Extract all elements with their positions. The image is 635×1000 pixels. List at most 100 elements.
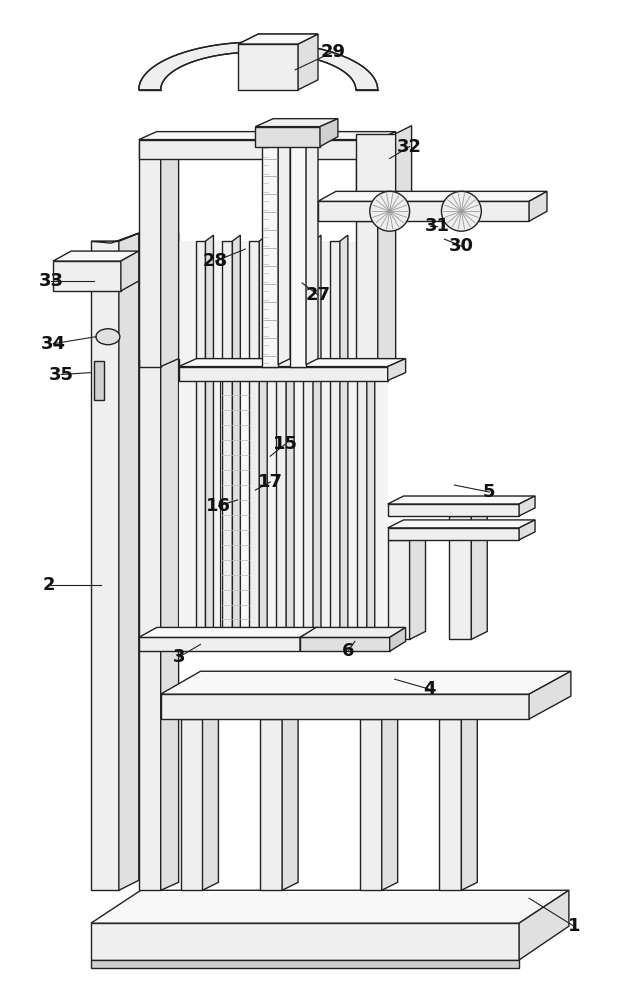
Polygon shape [439,719,462,890]
Text: 32: 32 [397,138,422,156]
Polygon shape [318,191,547,201]
Polygon shape [410,532,425,639]
Polygon shape [286,235,294,635]
Ellipse shape [96,329,120,345]
Polygon shape [313,235,321,635]
Circle shape [370,191,410,231]
Polygon shape [180,719,203,890]
Polygon shape [139,241,161,890]
Polygon shape [320,119,338,147]
Polygon shape [306,134,318,365]
Polygon shape [161,694,529,719]
Polygon shape [298,34,318,90]
Polygon shape [378,132,396,159]
Polygon shape [388,496,535,504]
Polygon shape [121,251,139,291]
Polygon shape [196,241,206,637]
Polygon shape [471,508,487,639]
Polygon shape [340,235,348,635]
Polygon shape [529,671,571,719]
Polygon shape [255,127,320,147]
Text: 31: 31 [425,217,450,235]
Polygon shape [300,627,406,637]
Polygon shape [91,233,139,243]
Polygon shape [356,134,396,221]
Polygon shape [262,140,278,367]
Text: 15: 15 [272,435,298,453]
Text: 16: 16 [206,497,231,515]
Polygon shape [260,719,282,890]
Polygon shape [139,42,378,90]
Polygon shape [388,504,519,516]
Text: 33: 33 [39,272,64,290]
Text: 17: 17 [258,473,283,491]
Polygon shape [250,241,259,637]
Polygon shape [378,134,396,367]
Polygon shape [238,34,318,44]
Polygon shape [238,44,298,90]
Text: 29: 29 [321,43,345,61]
Polygon shape [318,201,529,221]
Polygon shape [220,381,250,629]
Polygon shape [161,233,178,890]
Polygon shape [382,711,398,890]
Polygon shape [303,241,313,637]
Text: 4: 4 [424,680,436,698]
Polygon shape [300,627,318,651]
Polygon shape [367,235,375,635]
Text: 30: 30 [449,237,474,255]
Text: 27: 27 [305,286,330,304]
Polygon shape [360,719,382,890]
Circle shape [441,191,481,231]
Polygon shape [91,923,519,960]
Polygon shape [450,516,471,639]
Polygon shape [388,520,535,528]
Polygon shape [161,134,178,367]
Polygon shape [53,251,139,261]
Polygon shape [356,142,378,367]
Polygon shape [178,359,406,367]
Text: 5: 5 [483,483,495,501]
Polygon shape [519,520,535,540]
Polygon shape [139,627,318,637]
Polygon shape [300,637,390,651]
Polygon shape [94,361,104,400]
Polygon shape [139,637,300,651]
Polygon shape [91,960,519,968]
Text: 3: 3 [172,648,185,666]
Polygon shape [388,540,410,639]
Text: 34: 34 [41,335,65,353]
Polygon shape [388,528,519,540]
Polygon shape [119,233,139,890]
Polygon shape [278,134,290,365]
Polygon shape [255,119,338,127]
Text: 28: 28 [203,252,228,270]
Polygon shape [178,241,388,637]
Polygon shape [519,890,569,960]
Text: 6: 6 [342,642,354,660]
Polygon shape [259,235,267,635]
Text: 2: 2 [43,576,55,594]
Polygon shape [178,367,388,381]
Polygon shape [222,241,232,637]
Polygon shape [206,235,213,635]
Text: 35: 35 [49,366,74,384]
Polygon shape [290,140,306,367]
Polygon shape [529,191,547,221]
Polygon shape [282,711,298,890]
Polygon shape [91,241,119,890]
Polygon shape [139,140,378,159]
Polygon shape [91,890,569,923]
Text: 1: 1 [568,917,580,935]
Polygon shape [238,34,318,44]
Polygon shape [232,235,240,635]
Polygon shape [250,375,264,627]
Polygon shape [462,711,478,890]
Polygon shape [396,126,411,219]
Polygon shape [276,241,286,637]
Polygon shape [390,627,406,651]
Polygon shape [161,671,571,694]
Polygon shape [203,711,218,890]
Polygon shape [519,496,535,516]
Polygon shape [53,261,121,291]
